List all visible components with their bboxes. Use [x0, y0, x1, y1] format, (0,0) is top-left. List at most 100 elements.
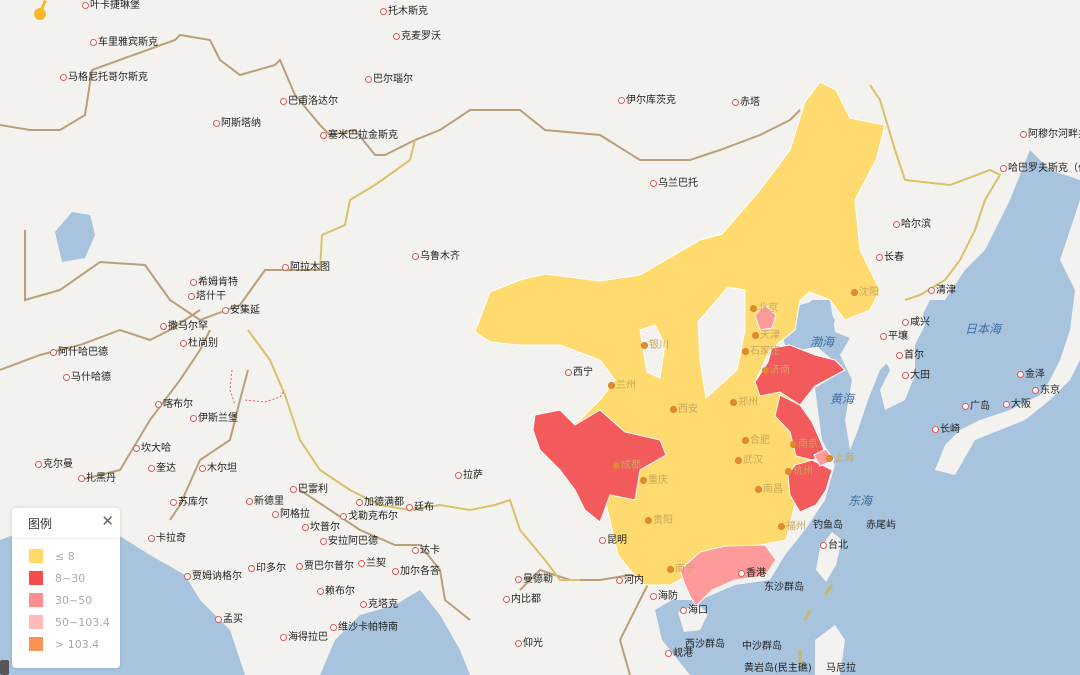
city-marker-icon [565, 368, 572, 376]
japan [935, 200, 1080, 475]
label-text: 金泽 [1025, 369, 1045, 380]
label-text: 马尼拉 [826, 663, 856, 674]
map-label: 木尔坦 [199, 463, 237, 475]
label-text: 内比都 [511, 594, 541, 605]
label-text: 上海 [834, 453, 854, 464]
city-marker-icon [902, 371, 909, 379]
label-text: 西沙群岛 [685, 639, 725, 650]
label-text: 希姆肯特 [198, 277, 238, 288]
city-marker-icon [148, 534, 155, 542]
city-marker-icon [280, 97, 287, 105]
map-label: 阿格拉 [272, 509, 310, 521]
label-text: 西宁 [573, 367, 593, 378]
map-label: 曼德勒 [515, 574, 553, 586]
label-text: 赤尾屿 [866, 520, 896, 531]
map-label: 廷布 [406, 502, 434, 514]
city-marker-icon [78, 474, 85, 482]
label-text: 乌鲁木齐 [420, 251, 460, 262]
map-label: 塔什干 [188, 291, 226, 303]
map-label: 海得拉巴 [280, 632, 328, 644]
map-label: 内比都 [503, 594, 541, 606]
legend-item[interactable]: 50~103.4 [12, 611, 120, 633]
map-label: 西安 [670, 404, 698, 416]
label-text: 贵阳 [653, 515, 673, 526]
city-marker-icon [296, 562, 303, 570]
legend-swatch [29, 593, 43, 607]
city-marker-icon [1017, 370, 1024, 378]
city-marker-icon [290, 485, 297, 493]
label-text: 香港 [746, 568, 766, 579]
map-label: 岘港 [665, 648, 693, 660]
map-label: 阿什哈巴德 [50, 347, 108, 359]
map-label: 西沙群岛 [685, 639, 725, 651]
city-marker-icon [148, 464, 155, 472]
city-marker-icon [928, 286, 935, 294]
city-marker-icon [280, 633, 287, 641]
label-text: 兰契 [366, 558, 386, 569]
map-label: 咸兴 [902, 317, 930, 329]
city-marker-icon [730, 398, 737, 406]
luzon [815, 625, 845, 675]
label-text: 哈巴罗夫斯克（伯力） [1008, 163, 1080, 174]
province-beijing[interactable] [754, 304, 777, 331]
legend-item[interactable]: ≤ 8 [12, 545, 120, 567]
label-text: 乌兰巴托 [658, 178, 698, 189]
sea-label: 渤海 [810, 335, 835, 349]
city-marker-icon [380, 7, 387, 15]
label-text: 东沙群岛 [764, 582, 804, 593]
city-marker-icon [876, 253, 883, 261]
legend-item[interactable]: 8~30 [12, 567, 120, 589]
map-label: 南宁 [667, 564, 695, 576]
label-text: 贾巴尔普尔 [304, 561, 354, 572]
map-label: 安集延 [222, 305, 260, 317]
map-label: 希姆肯特 [190, 277, 238, 289]
label-text: 塔什干 [196, 291, 226, 302]
map-tool-button[interactable] [0, 660, 9, 675]
province-guangdong[interactable] [679, 544, 777, 607]
map-label: 乌鲁木齐 [412, 251, 460, 263]
label-text: 撒马尔罕 [168, 321, 208, 332]
pacific-sea [655, 0, 1080, 675]
city-marker-icon [393, 32, 400, 40]
city-marker-icon [613, 461, 620, 469]
legend-label: > 103.4 [55, 637, 100, 651]
map-label: 钓鱼岛 [813, 520, 843, 532]
map-label: 石家庄 [742, 346, 780, 358]
label-text: 大阪 [1011, 399, 1031, 410]
map-label: 东京 [1032, 385, 1060, 397]
label-text: 车里雅宾斯克 [98, 37, 158, 48]
label-text: 伊尔库茨克 [626, 95, 676, 106]
province-shandong[interactable] [754, 344, 846, 406]
taiwan [816, 532, 842, 582]
legend-item[interactable]: > 103.4 [12, 633, 120, 655]
map-label: 喀布尔 [155, 399, 193, 411]
map-label: 黄岩岛(民主礁) [744, 663, 812, 675]
city-marker-icon [778, 522, 785, 530]
map-label: 印多尔 [248, 563, 286, 575]
label-text: 福州 [786, 521, 806, 532]
label-text: 苏库尔 [178, 497, 208, 508]
caspian-lake [55, 212, 95, 262]
map-label: 广岛 [962, 401, 990, 413]
label-text: 托木斯克 [388, 6, 428, 17]
province-sichuan[interactable] [532, 409, 667, 523]
province-shanghai[interactable] [813, 448, 835, 467]
label-text: 济南 [770, 365, 790, 376]
country-borders [0, 33, 801, 675]
city-marker-icon [735, 456, 742, 464]
city-marker-icon [752, 331, 759, 339]
location-pin-icon[interactable] [34, 8, 46, 20]
map-label: 孟买 [215, 614, 243, 626]
map-label: 仰光 [515, 638, 543, 650]
legend-item[interactable]: 30~50 [12, 589, 120, 611]
city-marker-icon [667, 565, 674, 573]
city-marker-icon [750, 304, 757, 312]
map-label: 杜尚别 [180, 338, 218, 350]
label-text: 长崎 [940, 424, 960, 435]
map-label: 沈阳 [851, 287, 879, 299]
label-text: 长春 [884, 252, 904, 263]
close-icon[interactable]: ✕ [101, 512, 114, 530]
city-marker-icon [160, 322, 167, 330]
map-label: 海防 [650, 591, 678, 603]
